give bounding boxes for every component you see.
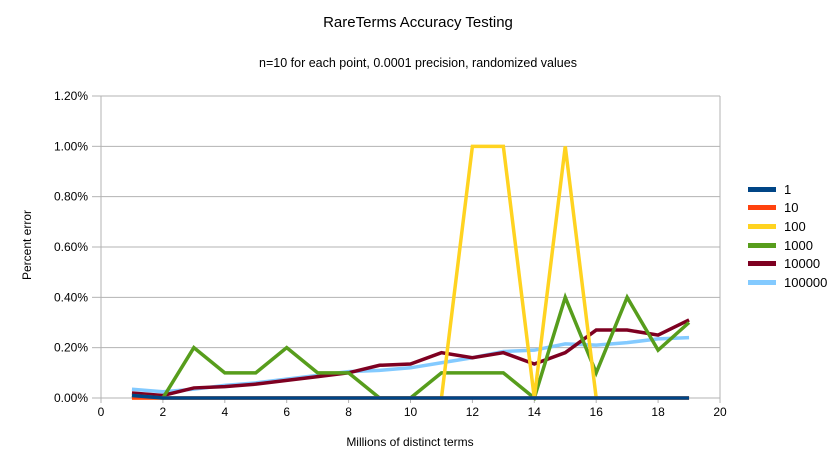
legend-label: 10 [784, 200, 799, 216]
x-tick-label: 2 [160, 405, 167, 419]
series-line-100 [131, 144, 690, 400]
chart-title: RareTerms Accuracy Testing [323, 14, 513, 31]
legend-item-100000: 100000 [748, 273, 827, 292]
legend: 1 10 100 1000 10000 100000 [748, 180, 827, 292]
x-tick-label: 8 [345, 405, 352, 419]
legend-item-10: 10 [748, 199, 827, 218]
x-tick-label: 18 [651, 405, 665, 419]
legend-label: 1 [784, 181, 792, 197]
x-tick-label: 4 [221, 405, 228, 419]
legend-item-1: 1 [748, 180, 827, 199]
y-tick-label: 0.00% [54, 391, 88, 405]
x-tick-label: 16 [590, 405, 604, 419]
legend-label: 100000 [784, 274, 828, 290]
legend-swatch-1000 [748, 242, 776, 248]
legend-label: 10000 [784, 256, 821, 272]
y-axis-title: Percent error [20, 209, 34, 281]
y-tick-label: 1.20% [54, 89, 88, 103]
y-tick-label: 0.80% [54, 190, 88, 204]
x-tick-label: 10 [404, 405, 418, 419]
legend-item-100: 100 [748, 217, 827, 236]
y-tick-label: 0.20% [54, 341, 88, 355]
legend-label: 100 [784, 218, 806, 234]
x-tick-label: 12 [466, 405, 480, 419]
legend-label: 1000 [784, 237, 813, 253]
legend-swatch-10000 [748, 261, 776, 267]
x-tick-label: 14 [528, 405, 542, 419]
x-tick-label: 20 [713, 405, 727, 419]
legend-swatch-100000 [748, 279, 776, 285]
y-tick-label: 0.60% [54, 240, 88, 254]
legend-swatch-10 [748, 205, 776, 211]
legend-swatch-100 [748, 223, 776, 229]
legend-item-1000: 1000 [748, 236, 827, 255]
y-tick-label: 1.00% [54, 139, 88, 153]
legend-swatch-1 [748, 186, 776, 192]
legend-item-10000: 10000 [748, 254, 827, 273]
series-line-1 [131, 393, 690, 400]
x-tick-label: 6 [283, 405, 290, 419]
x-tick-label: 0 [98, 405, 105, 419]
series-line-10000 [131, 318, 690, 398]
chart-subtitle: n=10 for each point, 0.0001 precision, r… [259, 56, 577, 70]
y-tick-label: 0.40% [54, 290, 88, 304]
x-axis-title: Millions of distinct terms [346, 435, 474, 449]
